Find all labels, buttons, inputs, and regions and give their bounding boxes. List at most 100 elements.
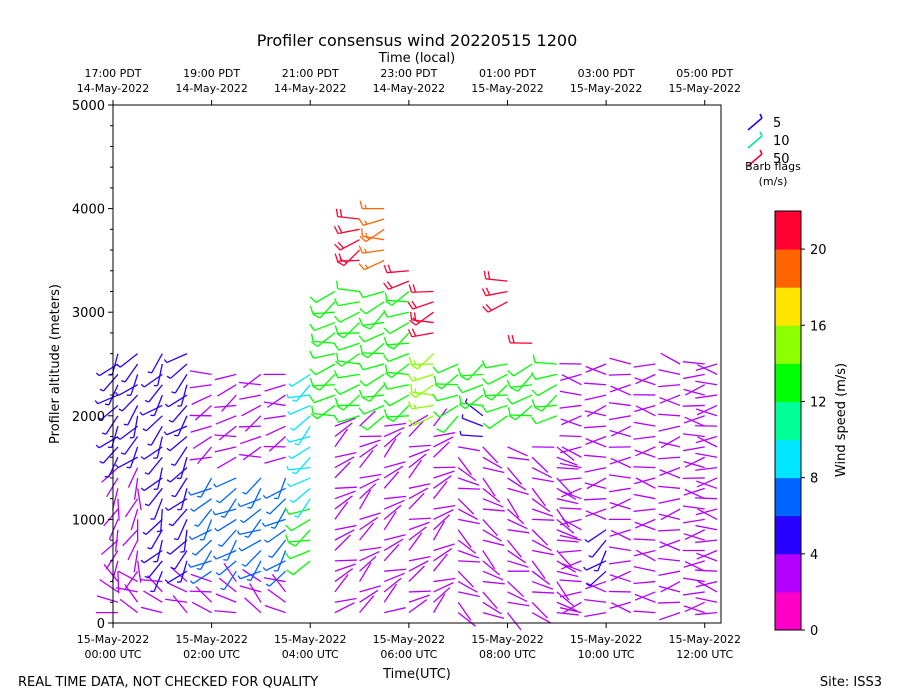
barb-half-feather (583, 566, 587, 571)
barb-feather (506, 379, 511, 388)
barb-staff (531, 601, 548, 619)
barb-staff (682, 505, 705, 510)
wind-barb (531, 580, 554, 590)
barb-staff (609, 429, 631, 438)
barb-staff (147, 456, 163, 475)
wind-barb (696, 549, 718, 560)
wind-barb (383, 394, 410, 407)
barb-feather (309, 350, 314, 359)
barb-staff (695, 580, 718, 588)
barb-staff (150, 529, 163, 550)
x-tick-label-time: 10:00 UTC (578, 648, 635, 661)
barb-staff (507, 456, 530, 461)
barb-staff (383, 510, 397, 531)
barb-staff (221, 394, 237, 412)
barb-staff (124, 436, 139, 455)
barb-staff (658, 413, 681, 417)
barb-staff (365, 373, 385, 387)
wind-barb (177, 488, 188, 511)
wind-barb (559, 579, 582, 583)
wind-barb (156, 508, 163, 533)
wind-barb (137, 560, 142, 583)
barb-staff (658, 529, 681, 532)
top-tick-label-date: 14-May-2022 (175, 82, 247, 95)
barb-staff (408, 532, 423, 551)
wind-barb (633, 580, 656, 585)
wind-barb (133, 477, 139, 500)
barb-half-feather (215, 499, 221, 504)
wind-barb (532, 354, 557, 365)
barb-half-feather (413, 376, 417, 381)
barb-feather (407, 302, 414, 310)
barb-staff (334, 573, 349, 593)
wind-barb (310, 332, 336, 347)
barb-staff (214, 373, 237, 381)
quality-disclaimer: REAL TIME DATA, NOT CHECKED FOR QUALITY (18, 675, 318, 690)
wind-barb (189, 590, 212, 593)
wind-barb (584, 498, 607, 501)
barb-staff (559, 477, 582, 481)
barb-staff (145, 518, 163, 535)
barb-staff (359, 595, 375, 614)
barb-feather (309, 368, 317, 376)
wind-barb (609, 456, 631, 465)
wind-barb (482, 477, 496, 497)
barb-staff (507, 508, 525, 525)
barb-staff (489, 415, 508, 429)
barb-half-feather (140, 456, 145, 460)
wind-barb (215, 415, 237, 425)
barb-staff (133, 415, 139, 438)
wind-barb (585, 438, 607, 448)
barb-staff (458, 487, 481, 490)
barb-staff (245, 477, 262, 495)
barb-feather (362, 325, 371, 330)
wind-barb (433, 480, 448, 500)
barb-staff (660, 352, 681, 365)
barb-staff (437, 363, 459, 374)
barb-feather (334, 315, 341, 323)
wind-barb (196, 477, 213, 498)
barb-half-feather (213, 555, 217, 560)
barb-feather (411, 328, 417, 337)
wind-barb (610, 385, 632, 396)
barb-staff (696, 480, 718, 489)
wind-barb (287, 404, 311, 415)
barb-half-feather (459, 430, 462, 436)
barb-staff (556, 570, 579, 578)
colorbar-label: Wind speed (m/s) (834, 363, 849, 477)
barb-staff (194, 404, 213, 421)
wind-barbs-layer (94, 200, 718, 631)
wind-barb (460, 363, 484, 381)
wind-barb (359, 589, 379, 603)
wind-barb (266, 394, 286, 408)
barb-half-feather (95, 372, 100, 377)
barb-feather (408, 418, 415, 426)
wind-barb (458, 394, 484, 410)
barb-feather (336, 405, 344, 411)
barb-staff (388, 353, 410, 363)
wind-barb (556, 508, 570, 528)
wind-barb (383, 431, 402, 448)
wind-barb (124, 498, 139, 518)
wind-barb (263, 577, 286, 583)
barb-staff (585, 435, 607, 446)
barb-staff (312, 340, 335, 344)
barb-feather (484, 395, 492, 401)
wind-barb (213, 477, 237, 488)
wind-barb (333, 370, 360, 379)
wind-barb (559, 507, 582, 510)
barb-staff (343, 322, 361, 339)
wind-barb (532, 591, 555, 594)
wind-barb (408, 556, 431, 562)
barb-staff (532, 549, 554, 556)
top-tick-label-date: 15-May-2022 (471, 82, 543, 95)
barb-feather (384, 300, 393, 306)
wind-barb (137, 488, 142, 511)
barb-half-feather (170, 567, 176, 570)
barb-staff (458, 518, 480, 525)
y-tick-label: 0 (97, 617, 105, 632)
barb-staff (433, 436, 454, 448)
wind-barb (696, 364, 718, 375)
barb-staff (190, 560, 212, 568)
barb-staff (391, 363, 410, 379)
